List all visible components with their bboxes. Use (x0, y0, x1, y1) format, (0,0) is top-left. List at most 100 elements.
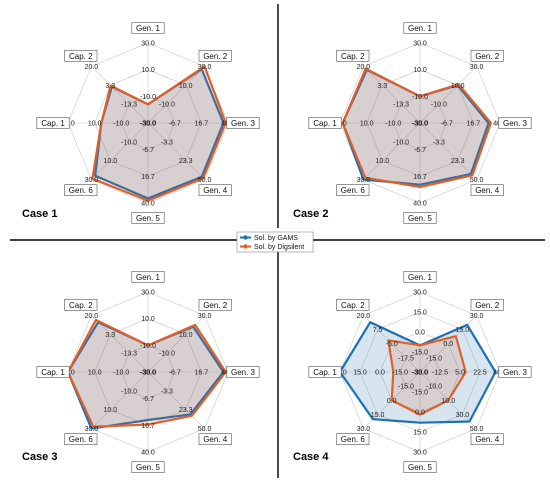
tick-label: 20.0 (85, 313, 99, 320)
tick-label: -30.0 (412, 121, 428, 128)
tick-label: -3.3 (161, 388, 173, 395)
axis-label-box (470, 433, 504, 446)
axis-label: Gen. 2 (475, 301, 500, 310)
tick-label: 20.0 (85, 64, 99, 71)
tick-label: -10.0 (431, 102, 447, 109)
axis-label-box (36, 117, 70, 129)
axis-label: Cap. 2 (69, 52, 93, 61)
grid-spoke (363, 122, 421, 180)
series-2-polygon (66, 318, 227, 428)
tick-label: -10.0 (426, 384, 442, 391)
tick-label: 40.0 (141, 450, 155, 457)
tick-label: -30.0 (412, 121, 428, 128)
grid-spoke (91, 122, 149, 180)
tick-label: -30.0 (412, 121, 428, 128)
tick-label: -30.0 (412, 370, 428, 377)
grid-spoke (91, 371, 149, 429)
series-2-polygon (341, 67, 492, 189)
tick-label: 16.7 (194, 370, 208, 377)
tick-label: -30.0 (140, 370, 156, 377)
grid-spoke (147, 122, 205, 180)
tick-label: 22.5 (473, 370, 487, 377)
axis-label-box (64, 433, 98, 446)
axis-label-box (131, 212, 165, 224)
grid-spoke (91, 66, 149, 124)
tick-label: 23.3 (451, 158, 465, 165)
tick-label: 10.0 (88, 121, 102, 128)
axis-label-box (131, 461, 165, 473)
tick-label: 15.0 (456, 327, 470, 334)
tick-label: 30.0 (413, 41, 427, 48)
tick-label: 30.0 (141, 290, 155, 297)
axis-label-box (198, 298, 232, 311)
tick-label: -15.0 (426, 355, 442, 362)
tick-label: -30.0 (412, 121, 428, 128)
tick-label: 30.0 (85, 177, 99, 184)
tick-label: 10.0 (179, 332, 193, 339)
tick-label: -30.0 (412, 121, 428, 128)
axis-label: Cap. 1 (41, 368, 65, 377)
legend: Sol. by GAMS Sol. by Digsilent (236, 231, 314, 253)
tick-label: 15.0 (413, 430, 427, 437)
axis-label: Gen. 4 (203, 186, 228, 195)
tick-label: -30.0 (140, 370, 156, 377)
series-1-polygon (338, 321, 497, 424)
tick-label: -30.0 (140, 121, 156, 128)
series-2-polygon (91, 65, 227, 202)
tick-label: -15.0 (412, 350, 428, 357)
axis-label: Gen. 4 (203, 435, 228, 444)
tick-label: -5.0 (386, 341, 398, 348)
tick-label: -15.0 (398, 384, 414, 391)
legend-gams-marker (243, 235, 248, 240)
axis-label: Cap. 2 (341, 301, 365, 310)
chart-title: Case 3 (22, 451, 57, 463)
tick-label: 30.0 (141, 41, 155, 48)
axis-label: Gen. 2 (203, 52, 228, 61)
axis-label-box (403, 212, 437, 224)
tick-label: -6.7 (414, 147, 426, 154)
series-2-polygon (387, 335, 467, 416)
tick-label: 10.0 (141, 67, 155, 74)
axis-label-box (198, 184, 232, 196)
tick-label: 23.3 (179, 158, 193, 165)
tick-label: -30.0 (140, 370, 156, 377)
tick-label: 0.0 (443, 341, 453, 348)
axis-label: Gen. 6 (69, 186, 94, 195)
legend-digsilent-label: Sol. by Digsilent (254, 244, 304, 251)
tick-label: -30.0 (412, 370, 428, 377)
tick-label: 10.0 (103, 407, 117, 414)
tick-label: -10.0 (113, 370, 129, 377)
tick-label: -30.0 (412, 370, 428, 377)
axis-label-box (470, 298, 504, 311)
tick-label: 0.0 (415, 330, 425, 337)
tick-label: -10.0 (121, 139, 137, 146)
tick-label: 30.0 (470, 64, 484, 71)
tick-label: 10.0 (103, 158, 117, 165)
tick-label: -30.0 (140, 121, 156, 128)
tick-label: -10.0 (121, 388, 137, 395)
tick-label: -6.7 (169, 121, 181, 128)
tick-label: -13.3 (121, 102, 137, 109)
radar-chart-2: -30.0-10.010.030.0-30.0-10.010.030.0-30.… (293, 22, 532, 224)
tick-label: -30.0 (140, 370, 156, 377)
tick-label: 30.0 (85, 426, 99, 433)
radar-charts: -30.0 -10.0 10.0 30.0 -30.0 -10.0 10.0 30.0 -30.… (22, 22, 532, 473)
tick-label: -6.7 (169, 370, 181, 377)
tick-label: -30.0 (140, 121, 156, 128)
tick-label: 15.0 (371, 412, 385, 419)
chart-title: Case 1 (22, 208, 57, 220)
tick-label: -30.0 (140, 121, 156, 128)
axis-label: Cap. 2 (69, 301, 93, 310)
tick-label: 40.0 (413, 201, 427, 208)
tick-label: 10.0 (441, 398, 455, 405)
tick-label: 50.0 (198, 426, 212, 433)
tick-label: 20.0 (357, 64, 371, 71)
axis-label-box (403, 271, 437, 283)
axis-label: Gen. 1 (136, 24, 161, 33)
tick-label: -3.3 (161, 139, 173, 146)
tick-label: -30.0 (412, 370, 428, 377)
axis-label-box (336, 49, 370, 62)
axis-label: Gen. 3 (503, 368, 528, 377)
axis-label-box (131, 271, 165, 283)
tick-label: -6.7 (441, 121, 453, 128)
